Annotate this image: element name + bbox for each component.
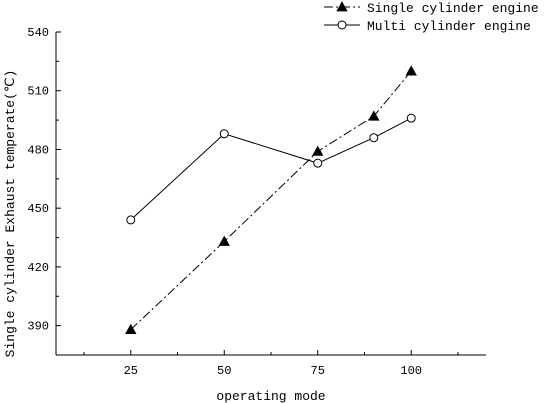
x-tick-label: 100 <box>400 364 422 378</box>
data-point <box>369 133 379 143</box>
x-tick-label: 50 <box>217 364 231 378</box>
data-point <box>219 129 229 139</box>
x-tick-label: 25 <box>124 364 138 378</box>
data-point <box>406 113 416 123</box>
data-point <box>125 323 137 334</box>
y-tick-label: 510 <box>27 85 49 99</box>
legend-label: Multi cylinder engine <box>367 19 531 34</box>
y-tick-label: 540 <box>27 26 49 40</box>
data-point <box>313 158 323 168</box>
legend-marker <box>337 20 347 30</box>
legend-marker <box>336 1 348 12</box>
series-layer <box>125 65 417 334</box>
data-point <box>368 110 380 121</box>
series-line <box>130 70 412 330</box>
y-tick-label: 390 <box>27 320 49 334</box>
data-point <box>126 215 136 225</box>
y-tick-label: 450 <box>27 202 49 216</box>
x-tick-label: 75 <box>311 364 325 378</box>
data-point <box>218 235 230 246</box>
series-0 <box>125 65 417 334</box>
x-axis-title: operating mode <box>216 389 325 403</box>
legend: Single cylinder engine Multi cylinder eng… <box>324 1 539 34</box>
series-line <box>130 117 412 221</box>
y-tick-label: 480 <box>27 143 49 157</box>
series-1 <box>126 113 416 225</box>
data-point <box>312 145 324 156</box>
y-tick-label: 420 <box>27 261 49 275</box>
legend-label: Single cylinder engine <box>367 1 539 16</box>
y-axis-title: Single cylinder Exhaust temperate(℃) <box>3 70 18 358</box>
data-point <box>405 65 417 76</box>
axes: 390 420 450 480 510 540 25 50 75 100 <box>27 26 486 378</box>
